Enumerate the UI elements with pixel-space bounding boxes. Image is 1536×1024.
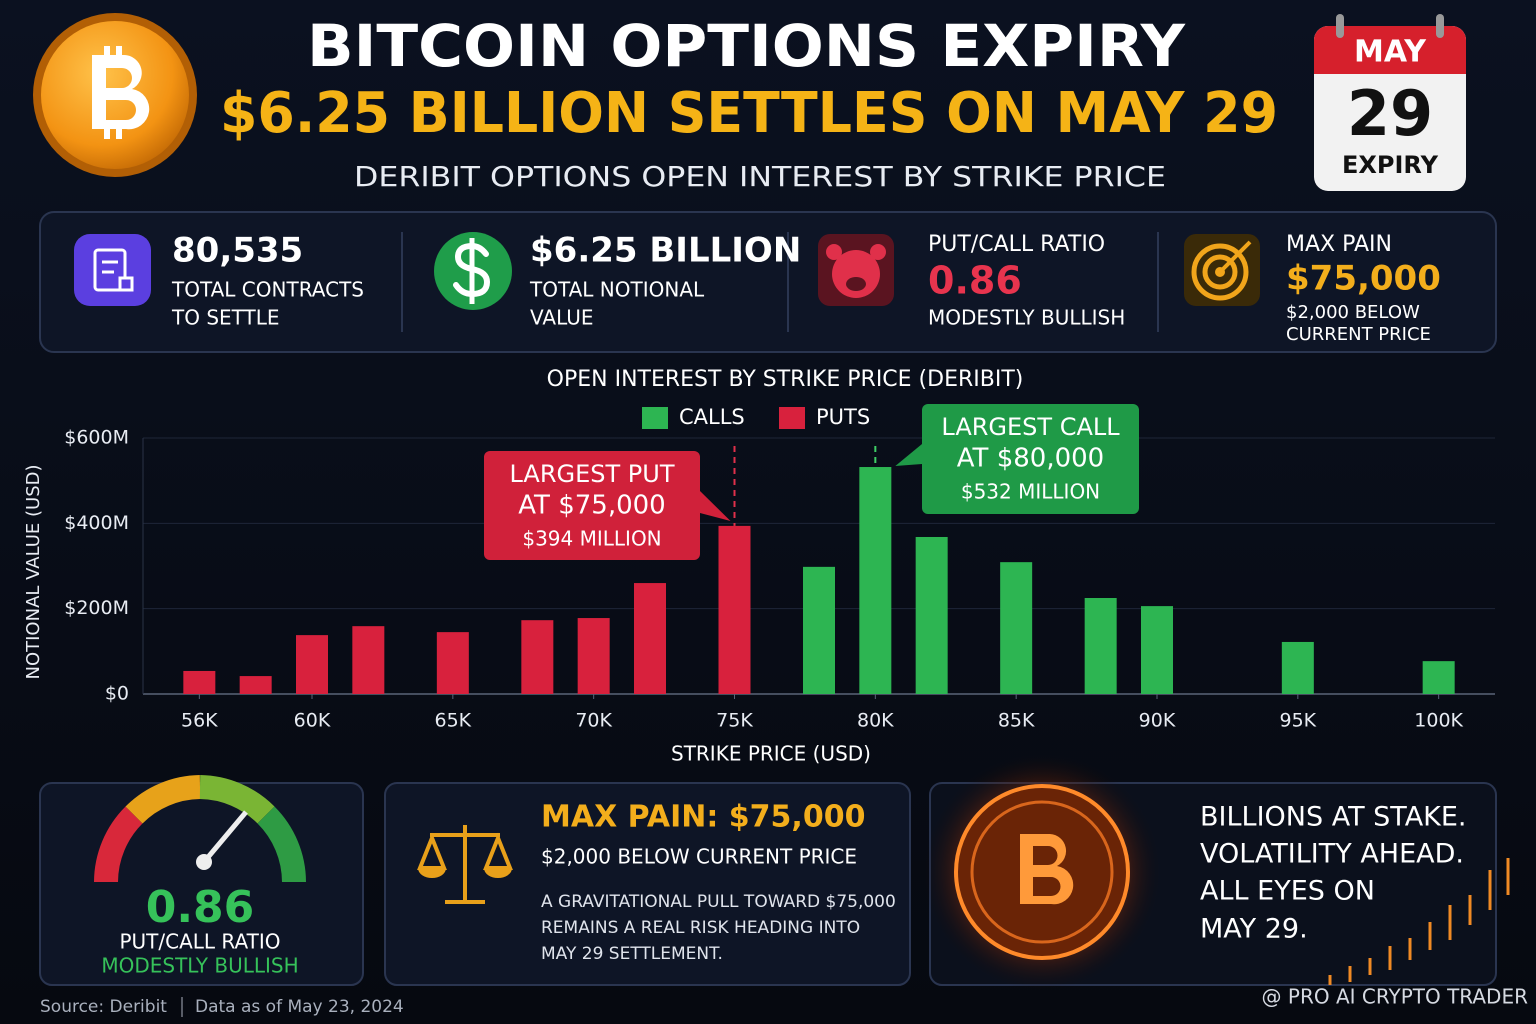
stat-value: $6.25 BILLION: [530, 231, 801, 271]
y-axis-label: NOTIONAL VALUE (USD): [23, 464, 44, 679]
calendar-month: MAY: [1354, 35, 1427, 70]
data-date: Data as of May 23, 2024: [195, 997, 404, 1017]
stat-label: TO SETTLE: [171, 306, 280, 330]
legend-label: PUTS: [816, 405, 870, 429]
candles: [1328, 858, 1510, 985]
annotation-text: $532 MILLION: [961, 480, 1100, 504]
annotation-pointer: [895, 444, 922, 466]
stat-label: TOTAL NOTIONAL: [529, 278, 705, 302]
bar: [521, 620, 554, 694]
annotation-pointer: [700, 491, 731, 521]
stat-title: MAX PAIN: [1286, 232, 1392, 257]
bar: [1422, 661, 1455, 694]
bitcoin-logo: [33, 13, 197, 177]
subtitle: DERIBIT OPTIONS OPEN INTEREST BY STRIKE …: [354, 160, 1166, 193]
annotation-box: [922, 404, 1139, 514]
y-tick-label: $400M: [64, 512, 129, 534]
stats-panel: [39, 211, 1497, 353]
x-tick-label: 65K: [435, 710, 472, 732]
gauge-sentiment: MODESTLY BULLISH: [101, 954, 298, 978]
max-pain-body: MAY 29 SETTLEMENT.: [541, 944, 723, 964]
y-tick-label: $200M: [64, 597, 129, 619]
bar: [1084, 598, 1117, 694]
dollar-icon: [434, 232, 512, 310]
source: Source: Deribit: [40, 997, 167, 1017]
target-icon: [1184, 234, 1260, 306]
bar: [1141, 606, 1173, 694]
annotation-box: [484, 451, 700, 560]
bar: [1281, 641, 1314, 694]
tagline: ALL EYES ON: [1200, 876, 1375, 907]
x-tick-label: 80K: [857, 710, 894, 732]
tagline: VOLATILITY AHEAD.: [1200, 839, 1464, 870]
stat-label: TOTAL CONTRACTS: [171, 278, 364, 302]
calendar-label: EXPIRY: [1342, 151, 1439, 179]
legend-label: CALLS: [679, 405, 745, 429]
stat-label: $2,000 BELOW: [1286, 302, 1420, 323]
annotation-text: AT $75,000: [518, 491, 665, 521]
stat-label: CURRENT PRICE: [1286, 324, 1431, 345]
chart-title: OPEN INTEREST BY STRIKE PRICE (DERIBIT): [547, 367, 1024, 392]
annotation-text: AT $80,000: [957, 444, 1104, 474]
stat-label: MODESTLY BULLISH: [928, 306, 1125, 330]
calendar-day: 29: [1347, 77, 1433, 150]
tagline: MAY 29.: [1200, 914, 1308, 945]
bar-chart: $0 $200M $400M $600M 56K 60K 65K 70K 75K 80K 85K 90…: [64, 404, 1495, 732]
max-pain-body: A GRAVITATIONAL PULL TOWARD $75,000: [541, 892, 896, 912]
bar: [718, 525, 751, 694]
y-tick-label: $600M: [64, 427, 129, 449]
bar: [915, 536, 948, 694]
x-tick-label: 56K: [181, 710, 218, 732]
max-pain-panel: [384, 782, 911, 986]
bear-icon: [818, 234, 894, 306]
bar: [634, 583, 666, 694]
bar: [239, 676, 272, 694]
bar: [577, 618, 610, 694]
watermark: @ PRO AI CRYPTO TRADER: [1262, 985, 1529, 1009]
stat-value: $75,000: [1286, 259, 1441, 299]
x-tick-label: 70K: [575, 710, 612, 732]
x-tick-label: 95K: [1280, 710, 1317, 732]
x-tick-label: 100K: [1414, 710, 1463, 732]
x-tick-label: 90K: [1139, 710, 1176, 732]
bar: [803, 566, 835, 694]
stat-value: 0.86: [928, 259, 1022, 303]
y-tick-label: $0: [105, 683, 129, 705]
bar: [183, 670, 216, 694]
glowing-coin: [924, 754, 1160, 990]
x-axis-label: STRIKE PRICE (USD): [671, 742, 871, 766]
bar: [352, 626, 385, 694]
bar: [859, 467, 892, 694]
stat-value: 80,535: [172, 231, 303, 271]
gauge-value: 0.86: [146, 882, 255, 933]
x-tick-label: 75K: [716, 710, 753, 732]
max-pain-title: MAX PAIN: $75,000: [541, 800, 865, 835]
bar: [296, 635, 328, 694]
bar: [1000, 562, 1033, 694]
gauge-label: PUT/CALL RATIO: [119, 930, 280, 954]
contracts-icon: [74, 234, 151, 306]
stat-title: PUT/CALL RATIO: [928, 232, 1105, 257]
title: BITCOIN OPTIONS EXPIRY: [307, 12, 1186, 80]
bar: [436, 632, 469, 694]
calendar: MAY 29 EXPIRY: [1314, 14, 1466, 191]
tagline: BILLIONS AT STAKE.: [1200, 802, 1467, 833]
annotation-text: $394 MILLION: [522, 527, 661, 551]
annotation-text: LARGEST CALL: [941, 413, 1120, 441]
headline: $6.25 BILLION SETTLES ON MAY 29: [220, 81, 1278, 146]
legend-swatch: [642, 407, 668, 429]
scales-icon: [417, 825, 513, 904]
max-pain-body: REMAINS A REAL RISK HEADING INTO: [541, 918, 860, 938]
legend-swatch: [779, 407, 805, 429]
x-tick-label: 85K: [998, 710, 1035, 732]
stat-label: VALUE: [530, 306, 594, 330]
gauge: [94, 775, 306, 883]
max-pain-subtitle: $2,000 BELOW CURRENT PRICE: [541, 845, 857, 869]
x-tick-label: 60K: [294, 710, 331, 732]
annotation-text: LARGEST PUT: [510, 460, 675, 488]
